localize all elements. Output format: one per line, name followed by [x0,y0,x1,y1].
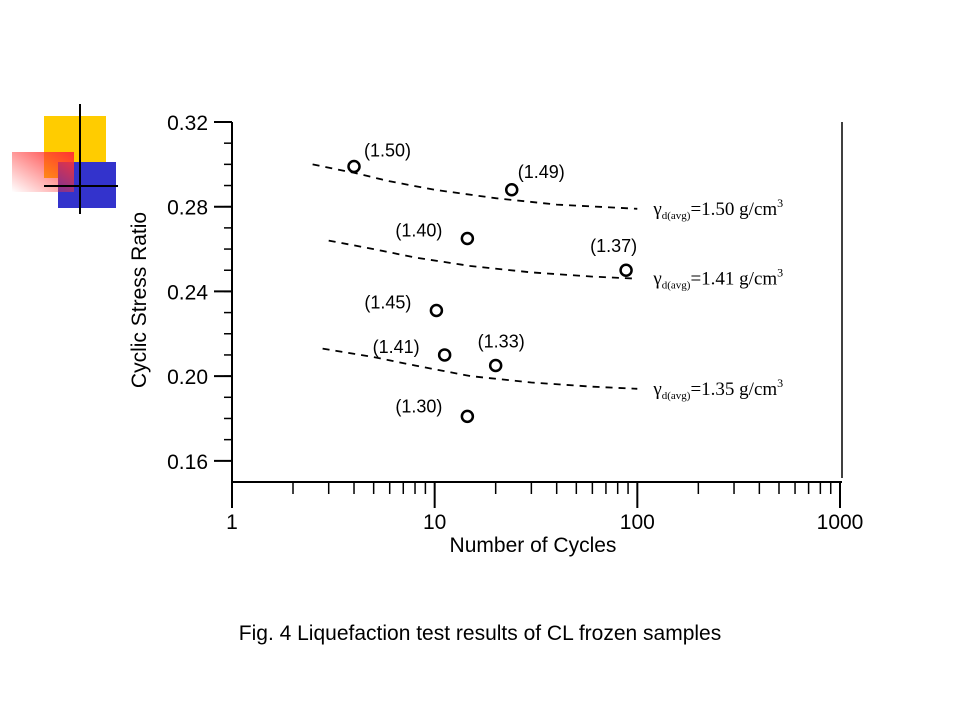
curve-label-superscript: 3 [777,376,783,390]
axis-ticks-group: 0.16 0.20 0.24 0.28 0.32 1 10 100 1000 [167,112,863,534]
y-tick-label: 0.20 [167,366,208,389]
curve-label-value: =1.41 g/cm [690,269,777,290]
data-point-label: (1.30) [395,396,442,416]
dashed-trend-curve [312,163,638,210]
x-tick-label: 100 [620,511,655,534]
y-tick-label: 0.32 [167,112,208,135]
curve-label-value: =1.50 g/cm [690,199,777,220]
data-point-label: (1.40) [395,220,442,240]
dashed-trend-curve [322,347,638,390]
curve-label-symbol: γ [652,199,661,220]
curve-label-value: =1.35 g/cm [690,379,777,400]
dashed-trend-curve [328,239,638,280]
x-tick-label: 10 [423,511,446,534]
data-point-marker [619,263,633,277]
y-tick-label: 0.28 [167,197,208,220]
data-point-label: (1.45) [364,292,411,312]
data-point-label: (1.41) [373,337,420,357]
plot-frame-group [231,122,843,483]
curve-label-subscript: d(avg) [662,390,691,402]
x-tick-label: 1 [226,511,238,534]
x-axis-label: Number of Cycles [450,534,617,557]
data-point-marker [488,358,503,373]
curve-label-subscript: d(avg) [662,210,691,222]
data-point-marker [504,183,519,197]
curve-label-superscript: 3 [777,196,783,210]
figure-caption: Fig. 4 Liquefaction test results of CL f… [238,622,722,645]
data-point-marker [460,409,475,424]
curve-density-label: γd(avg)=1.35 g/cm3 [652,376,783,402]
curve-label-symbol: γ [652,269,661,290]
y-tick-label: 0.24 [167,281,208,304]
data-point-marker [347,159,361,174]
y-axis-label: Cyclic Stress Ratio [128,212,151,388]
liquefaction-chart: 0.160.200.240.280.321 10 100 1000 γd(avg)=1… [128,112,863,557]
curve-density-label: γd(avg)=1.50 g/cm3 [652,196,783,222]
data-point-marker [460,231,475,246]
data-point-label: (1.49) [518,162,565,182]
data-point-label: (1.37) [590,236,637,256]
curve-label-subscript: d(avg) [662,280,691,292]
data-point-label: (1.50) [364,140,411,160]
data-point-marker [437,348,452,362]
curve-label-superscript: 3 [777,266,783,280]
curve-density-label: γd(avg)=1.41 g/cm3 [652,266,783,292]
data-point-label: (1.33) [478,332,525,352]
points-group: (1.50) (1.49) (1.40) (1.37) (1.45) (1.41) (1.3… [347,140,637,424]
data-point-marker [429,303,444,318]
x-tick-label: 1000 [817,511,864,534]
curve-label-symbol: γ [652,379,661,400]
y-tick-label: 0.16 [167,451,208,474]
decorative-squares-logo [12,104,118,214]
